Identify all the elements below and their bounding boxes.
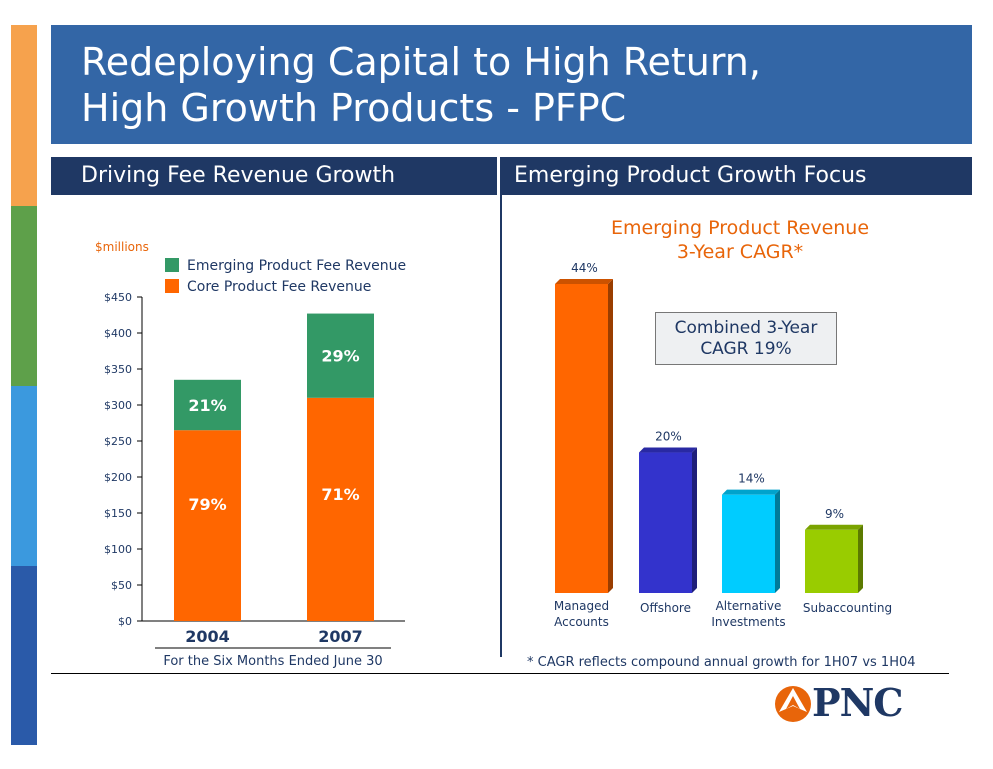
bar-side	[858, 524, 863, 593]
bar-top	[555, 279, 613, 284]
bar-emerging-2004	[174, 379, 241, 431]
section-divider	[500, 157, 502, 657]
y-tick-label: $350	[104, 363, 132, 376]
units-label: $millions	[95, 240, 149, 254]
category-label: Offshore	[640, 601, 691, 615]
bar-label-emerging: 29%	[321, 347, 359, 366]
right-chart-title: Emerging Product Revenue 3-Year CAGR*	[610, 217, 870, 263]
x-axis-caption: For the Six Months Ended June 30	[163, 654, 383, 669]
logo-wordmark: PNC	[812, 680, 904, 725]
bar-emerging-product	[805, 529, 858, 593]
left-section-header-label: Driving Fee Revenue Growth	[81, 163, 396, 188]
bar-top	[805, 524, 863, 530]
brand-strip-blue	[11, 566, 37, 745]
footer-rule	[51, 673, 949, 674]
bar-value-label: 9%	[825, 507, 844, 521]
bar-side	[775, 489, 780, 593]
bar-side	[692, 447, 697, 593]
bar-side	[608, 279, 613, 593]
right-section-header: Emerging Product Growth Focus	[502, 157, 972, 195]
y-tick-label: $250	[104, 435, 132, 448]
y-tick-label: $0	[118, 615, 132, 628]
bar-core-2004	[174, 430, 241, 621]
x-tick-label: 2007	[318, 627, 363, 646]
bar-core-2007	[307, 397, 374, 621]
y-tick-label: $400	[104, 327, 132, 340]
pnc-logo-icon	[775, 686, 811, 722]
y-tick-label: $200	[104, 471, 132, 484]
y-tick-label: $50	[111, 579, 132, 592]
right-section-header-label: Emerging Product Growth Focus	[514, 163, 867, 188]
brand-strip-green	[11, 206, 37, 386]
legend-swatch-emerging	[165, 258, 179, 272]
y-tick-label: $100	[104, 543, 132, 556]
bar-label-core: 71%	[321, 485, 359, 504]
bar-value-label: 20%	[655, 430, 682, 444]
legend-item-core: Core Product Fee Revenue	[165, 278, 371, 296]
left-section-header: Driving Fee Revenue Growth	[51, 157, 497, 195]
brand-strip-lightblue	[11, 386, 37, 566]
category-label: Subaccounting	[803, 601, 892, 615]
y-tick-label: $150	[104, 507, 132, 520]
combined-cagr-box: Combined 3-Year CAGR 19%	[655, 312, 837, 365]
bar-top	[639, 447, 697, 453]
bar-emerging-product	[555, 284, 608, 593]
category-label: Managed	[554, 599, 609, 613]
bar-top	[722, 489, 780, 495]
legend-item-emerging: Emerging Product Fee Revenue	[165, 257, 406, 275]
category-label: Accounts	[554, 615, 609, 629]
legend-swatch-core	[165, 279, 179, 293]
bar-emerging-product	[639, 452, 692, 593]
y-tick-label: $300	[104, 399, 132, 412]
title-bar: Redeploying Capital to High Return, High…	[51, 25, 972, 144]
legend-label-core: Core Product Fee Revenue	[187, 279, 372, 295]
bar-emerging-2007	[307, 313, 374, 398]
x-tick-label: 2004	[185, 627, 230, 646]
legend-label-emerging: Emerging Product Fee Revenue	[187, 258, 407, 274]
bar-label-core: 79%	[188, 495, 226, 514]
footnote: * CAGR reflects compound annual growth f…	[527, 655, 916, 670]
y-tick-label: $450	[104, 291, 132, 304]
category-label: Investments	[711, 615, 785, 629]
category-label: Alternative	[716, 599, 782, 613]
bar-emerging-product	[722, 494, 775, 593]
bar-label-emerging: 21%	[188, 396, 226, 415]
brand-strip-orange	[11, 25, 37, 206]
slide-title: Redeploying Capital to High Return, High…	[81, 40, 761, 130]
bar-value-label: 14%	[738, 472, 765, 486]
